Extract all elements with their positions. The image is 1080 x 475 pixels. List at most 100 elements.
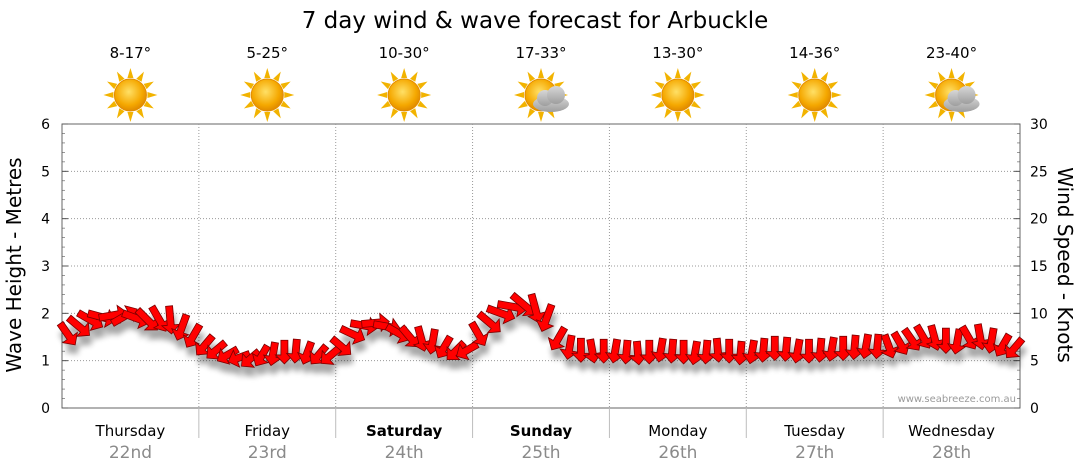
chart-title: 7 day wind & wave forecast for Arbuckle: [302, 8, 769, 34]
sun-ray: [787, 92, 798, 98]
sun-ray: [127, 112, 134, 122]
day-labels: Thursday 22nd Friday 23rd Saturday 24th Sunday…: [95, 422, 996, 463]
sun-ray: [377, 92, 388, 98]
left-axis-title: Wave Height - Metres: [2, 157, 26, 372]
daily-temp-range: 14-36°: [789, 44, 840, 62]
right-tick-label: 30: [1030, 117, 1048, 133]
sun-ray: [527, 108, 536, 119]
sun-ray: [264, 68, 271, 78]
wind-arrow: [338, 324, 366, 345]
day-date: 28th: [932, 443, 971, 463]
day-name: Friday: [245, 422, 291, 440]
sun-icon: [103, 68, 158, 122]
sun-disc: [661, 78, 695, 112]
right-tick-label: 0: [1030, 401, 1039, 417]
sun-ray: [938, 108, 946, 119]
sun-ray: [390, 71, 399, 82]
sun-ray: [948, 68, 955, 78]
sun-rays: [787, 68, 842, 122]
sun-ray: [811, 112, 818, 122]
sun-ray: [831, 92, 842, 98]
sun-ray: [280, 81, 291, 90]
sun-ray: [143, 100, 154, 109]
sun-ray: [674, 68, 681, 78]
day-date: 25th: [521, 443, 560, 463]
wind-arrow: [476, 310, 501, 334]
daily-temp-range: 8-17°: [110, 44, 152, 62]
left-axis-ticks: 0 1 2 3 4 5 6: [41, 117, 68, 417]
wind-arrow: [925, 324, 946, 351]
left-tick-label: 3: [41, 259, 50, 275]
right-tick-label: 5: [1030, 354, 1039, 370]
wind-arrow: [535, 303, 556, 332]
wind-arrow: [913, 323, 934, 349]
sun-ray: [938, 71, 946, 82]
sun-disc: [250, 78, 284, 112]
right-tick-label: 20: [1030, 212, 1048, 228]
day-date: 27th: [795, 443, 834, 463]
wind-arrow: [890, 330, 911, 355]
wind-arrow: [309, 343, 330, 365]
sun-ray: [928, 81, 939, 90]
wind-arrow: [901, 326, 922, 351]
sun-ray: [107, 81, 118, 90]
sun-disc: [387, 78, 421, 112]
sun-rays: [103, 68, 158, 122]
sun-ray: [514, 92, 524, 98]
day-date: 26th: [658, 443, 697, 463]
right-tick-label: 10: [1030, 306, 1048, 322]
wind-arrow: [398, 324, 420, 348]
wind-arrow: [527, 292, 547, 324]
sun-ray: [136, 108, 144, 119]
cloud-puff: [957, 86, 976, 104]
sun-ray: [820, 71, 829, 82]
sun-ray: [401, 68, 408, 78]
wind-arrow: [1004, 336, 1026, 359]
daily-temp-range: 17-33°: [515, 44, 566, 62]
partly-cloudy-icon: [924, 68, 980, 122]
sun-ray: [683, 108, 692, 119]
wind-arrow: [547, 325, 569, 351]
sun-ray: [103, 92, 114, 98]
daily-temp-range: 23-40°: [926, 44, 977, 62]
sun-ray: [284, 92, 295, 98]
sun-disc: [113, 78, 147, 112]
wind-arrow: [134, 307, 158, 331]
wind-arrow: [148, 304, 170, 332]
sun-disc: [798, 78, 832, 112]
wind-arrow: [434, 334, 454, 359]
wind-arrow: [992, 332, 1013, 357]
left-tick-label: 5: [41, 164, 50, 180]
sun-ray: [527, 71, 536, 82]
wind-arrow: [730, 340, 751, 366]
sun-ray: [827, 100, 839, 109]
sun-icon: [787, 68, 842, 122]
wind-arrow: [741, 339, 762, 365]
daily-temp-range: 10-30°: [379, 44, 430, 62]
day-name: Thursday: [95, 422, 166, 440]
day-name: Sunday: [510, 422, 573, 440]
wind-arrow: [65, 314, 90, 337]
right-tick-label: 15: [1030, 259, 1048, 275]
sun-ray: [654, 100, 665, 109]
cloud-shape: [943, 86, 980, 112]
day-name: Monday: [648, 422, 707, 440]
sun-ray: [410, 71, 418, 82]
sun-ray: [811, 68, 818, 78]
cloud-shape: [533, 86, 569, 112]
sun-ray: [691, 100, 702, 109]
sun-ray: [380, 81, 391, 90]
sun-ray: [417, 100, 428, 109]
grid-lines: [62, 124, 1020, 438]
day-date: 24th: [385, 443, 424, 463]
sun-ray: [116, 71, 125, 82]
partly-cloudy-icon: [514, 68, 569, 122]
sun-ray: [948, 112, 955, 122]
wind-arrow: [195, 333, 216, 356]
sun-ray: [264, 112, 271, 122]
sun-icon: [240, 68, 295, 122]
left-tick-label: 4: [41, 212, 50, 228]
wind-arrow: [56, 320, 78, 346]
sun-ray: [136, 71, 144, 82]
